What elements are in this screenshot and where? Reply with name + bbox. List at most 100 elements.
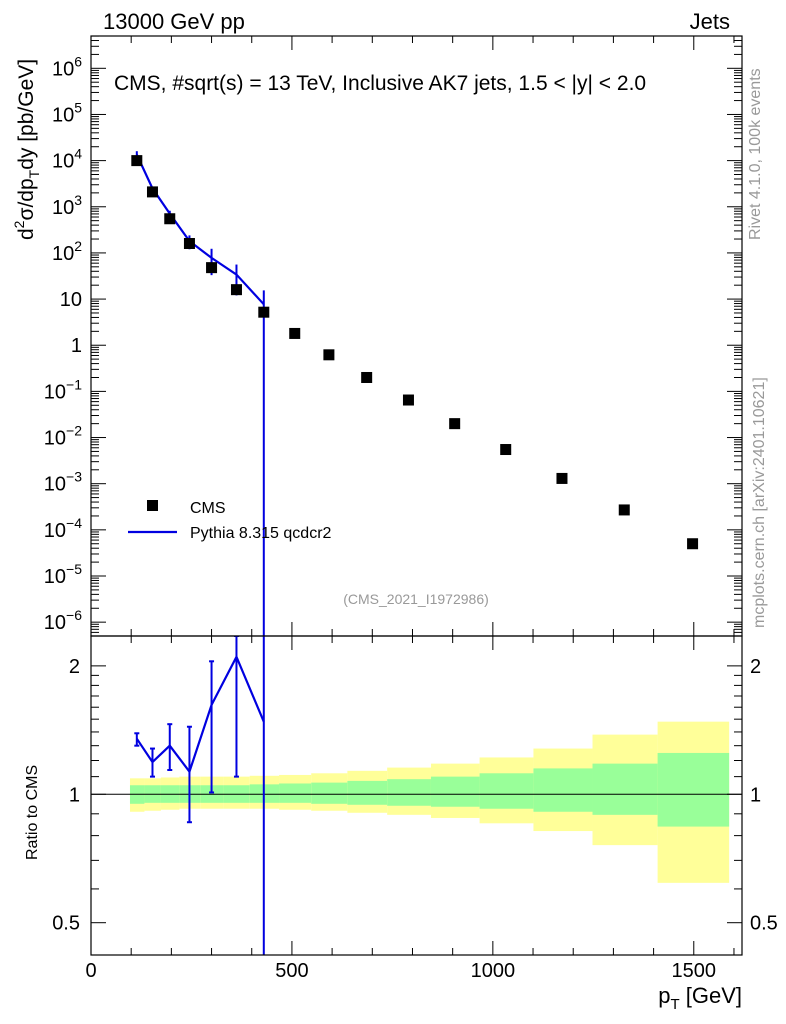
main-frame — [90, 35, 743, 637]
data-point-cms — [323, 349, 335, 361]
main-y-label-part: σ/dp — [15, 178, 38, 220]
y-tick-label: 103 — [52, 192, 82, 219]
band-inner — [279, 783, 312, 803]
x-tick-label: 1500 — [672, 960, 717, 982]
y-tick-label-base: 10 — [44, 520, 66, 542]
y-tick-label-exponent: −5 — [66, 561, 82, 577]
ratio-panel: 0.5 0.5 1 1 2 2 0 500 1000 1500 Ratio to CMS pT [… — [24, 635, 778, 1013]
data-point-cms — [618, 504, 630, 516]
y-tick-label-base: 10 — [60, 289, 82, 311]
y-tick-label-base: 10 — [44, 474, 66, 496]
data-point-cms — [500, 444, 512, 456]
ratio-y-tick-label-right: 0.5 — [750, 913, 778, 935]
legend: CMS Pythia 8.315 qcdcr2 — [128, 500, 332, 542]
band-inner — [592, 763, 658, 815]
y-tick-label-exponent: −3 — [66, 469, 82, 485]
analysis-tag: (CMS_2021_I1972986) — [343, 591, 489, 607]
y-tick-label-base: 10 — [52, 151, 74, 173]
data-point-cms — [146, 186, 158, 198]
ratio-y-tick-label-right: 2 — [750, 656, 761, 678]
ratio-frame — [90, 635, 743, 956]
main-y-label-part: dy [pb/GeV] — [15, 59, 38, 170]
band-inner — [347, 780, 388, 805]
ratio-data-layer — [134, 636, 265, 955]
ratio-y-tick-label-right: 1 — [750, 784, 761, 806]
y-tick-label-base: 10 — [44, 381, 66, 403]
data-point-cms — [556, 472, 568, 484]
legend-label-pythia: Pythia 8.315 qcdcr2 — [190, 525, 332, 542]
data-point-cms — [258, 306, 270, 318]
mcplots-label: mcplots.cern.ch [arXiv:2401.10621] — [751, 377, 768, 628]
band-inner — [657, 752, 730, 827]
x-tick-label: 0 — [85, 960, 96, 982]
rivet-version-label: Rivet 4.1.0, 100k events — [747, 68, 764, 240]
y-tick-label-exponent: 2 — [74, 238, 82, 254]
main-y-tick-labels: 10610510410310210110−110−210−310−410−510… — [44, 53, 82, 634]
ratio-y-tick-label-left: 1 — [69, 784, 80, 806]
data-point-cms — [164, 213, 176, 225]
data-point-cms — [449, 418, 461, 430]
ratio-tick-labels: 0.5 0.5 1 1 2 2 0 500 1000 1500 — [52, 656, 778, 982]
y-tick-label: 10−5 — [44, 561, 82, 588]
y-tick-label-base: 10 — [44, 612, 66, 634]
y-tick-label-base: 10 — [52, 197, 74, 219]
y-tick-label: 10−6 — [44, 607, 82, 634]
data-point-cms — [289, 327, 301, 339]
y-tick-label: 104 — [52, 146, 82, 173]
ratio-y-axis-label: Ratio to CMS — [24, 765, 41, 860]
chart-title: CMS, #sqrt(s) = 13 TeV, Inclusive AK7 je… — [114, 72, 646, 95]
y-tick-label-exponent: 5 — [74, 99, 82, 115]
y-tick-label: 10−1 — [44, 376, 82, 403]
y-tick-label: 10−4 — [44, 515, 82, 542]
band-inner — [533, 768, 593, 812]
main-data-layer — [131, 151, 699, 636]
y-tick-label: 1 — [71, 335, 82, 357]
header-right: Jets — [690, 9, 730, 34]
x-tick-label: 500 — [275, 960, 308, 982]
data-point-cms — [687, 538, 699, 550]
data-point-cms — [230, 284, 242, 296]
band-inner — [430, 776, 480, 807]
data-point-cms — [402, 394, 414, 406]
y-tick-label-base: 10 — [52, 243, 74, 265]
y-tick-label-base: 10 — [44, 428, 66, 450]
y-tick-label: 106 — [52, 53, 82, 80]
main-panel: 10610510410310210110−110−210−310−410−510… — [11, 35, 743, 637]
y-tick-label: 102 — [52, 238, 82, 265]
main-y-label-part: T — [26, 169, 42, 178]
y-tick-label: 105 — [52, 99, 82, 126]
legend-marker-cms — [147, 500, 158, 511]
main-y-axis-label: d2σ/dpTdy [pb/GeV] — [11, 59, 42, 240]
main-y-ticks — [90, 35, 742, 636]
main-y-label-part: 2 — [11, 220, 27, 228]
x-label-part: T — [670, 996, 679, 1013]
y-tick-label-base: 10 — [52, 58, 74, 80]
band-inner — [479, 773, 534, 809]
y-tick-label-exponent: 6 — [74, 53, 82, 69]
data-point-cms — [361, 371, 373, 383]
ratio-uncertainty-bands — [129, 721, 730, 883]
x-label-part: [GeV] — [680, 983, 742, 1008]
ratio-series-line — [135, 654, 265, 774]
main-y-label-part: d — [15, 228, 38, 240]
y-tick-label-base: 1 — [71, 335, 82, 357]
data-point-cms — [183, 238, 195, 250]
band-inner — [311, 782, 348, 804]
y-tick-label-exponent: −2 — [66, 423, 82, 439]
y-tick-label-exponent: −6 — [66, 607, 82, 623]
band-inner — [387, 779, 431, 806]
mc-series-line — [135, 154, 265, 306]
data-point-cms — [131, 155, 143, 167]
y-tick-label: 10−3 — [44, 469, 82, 496]
ratio-y-tick-label-left: 2 — [69, 656, 80, 678]
y-tick-label: 10 — [60, 289, 82, 311]
x-axis-label: pT [GeV] — [658, 983, 742, 1013]
y-tick-label-base: 10 — [44, 566, 66, 588]
y-tick-label-base: 10 — [52, 104, 74, 126]
ratio-y-tick-label-left: 0.5 — [52, 913, 80, 935]
y-tick-label-exponent: 3 — [74, 192, 82, 208]
x-tick-label: 1000 — [471, 960, 516, 982]
legend-label-cms: CMS — [190, 500, 226, 517]
y-tick-label-exponent: 4 — [74, 146, 82, 162]
